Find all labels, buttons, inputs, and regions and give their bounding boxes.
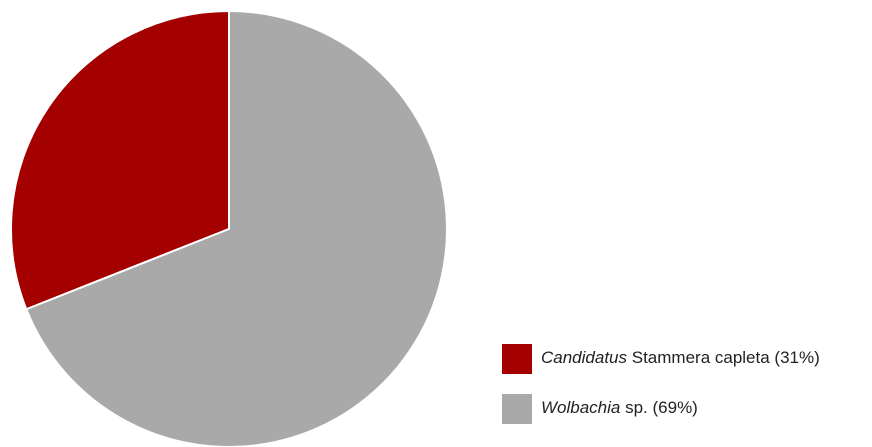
- legend-label: Candidatus Stammera capleta (31%): [541, 348, 820, 367]
- legend-label: Wolbachia sp. (69%): [541, 398, 698, 417]
- legend-swatch: [502, 344, 532, 374]
- pie-slice: [10, 9, 230, 311]
- pie-slice: [25, 9, 448, 447]
- legend-swatch: [502, 394, 532, 424]
